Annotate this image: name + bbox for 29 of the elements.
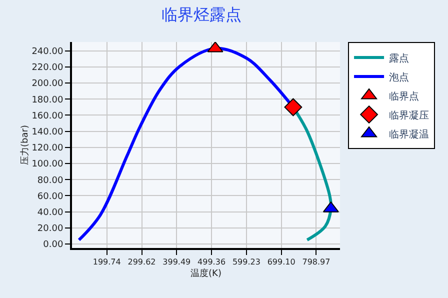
x-tick-label: 399.49 — [162, 258, 191, 267]
y-tick-label: 240.00 — [32, 47, 64, 57]
y-tick-label: 20.00 — [37, 224, 64, 234]
y-tick-label: 180.00 — [32, 95, 64, 106]
y-tick-label: 0.00 — [43, 240, 64, 250]
x-tick-label: 798.97 — [302, 258, 330, 267]
y-tick-label: 40.00 — [37, 208, 64, 218]
legend-label: 临界点 — [389, 90, 420, 102]
legend-label: 临界凝温 — [389, 128, 430, 140]
y-tick-label: 160.00 — [32, 111, 64, 122]
y-tick-label: 100.00 — [32, 160, 64, 170]
legend-label: 露点 — [389, 52, 410, 64]
y-tick-label: 80.00 — [37, 176, 64, 186]
y-tick-label: 220.00 — [32, 63, 64, 74]
x-tick-label: 199.74 — [92, 258, 121, 267]
x-tick-label: 599.23 — [232, 258, 260, 267]
y-tick-label: 120.00 — [32, 144, 64, 154]
y-tick-label: 140.00 — [32, 127, 64, 138]
x-axis-title: 温度(K) — [190, 268, 222, 279]
x-tick-label: 499.36 — [198, 258, 226, 267]
legend-label: 临界凝压 — [389, 109, 430, 122]
y-tick-label: 60.00 — [37, 192, 64, 202]
legend-label: 泡点 — [389, 71, 410, 84]
point — [284, 98, 302, 116]
y-axis-title: 压力(bar) — [20, 125, 31, 165]
x-tick-label: 699.10 — [267, 258, 296, 267]
x-tick-label: 299.62 — [128, 258, 156, 267]
chart-title: 临界烃露点 — [162, 5, 242, 24]
y-tick-label: 200.00 — [32, 79, 64, 90]
